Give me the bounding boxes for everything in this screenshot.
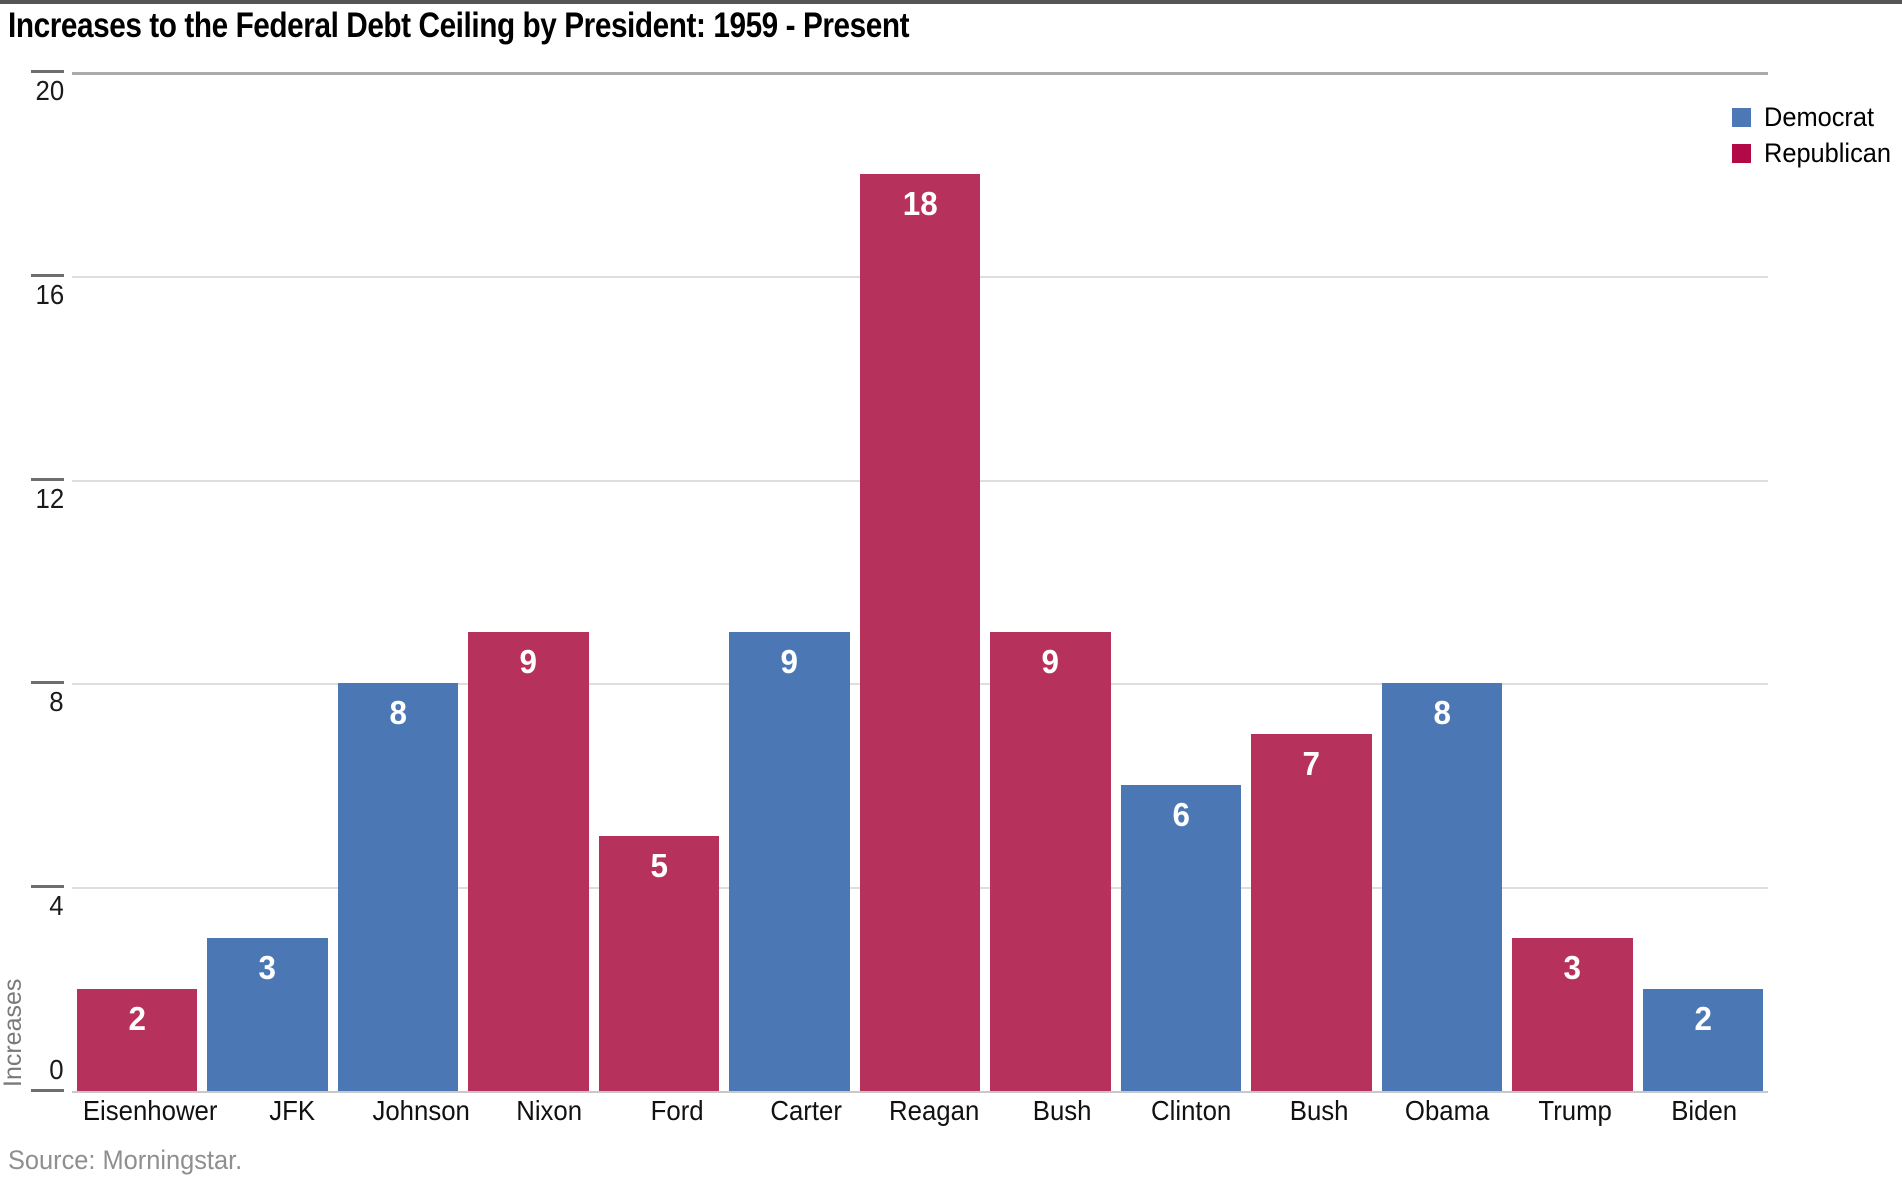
bar-value-label: 9 [780,643,799,681]
legend-swatch-democrat [1731,108,1751,127]
x-label-ford-4: Ford [650,1095,704,1126]
bar-value-label: 3 [1563,949,1582,987]
bar-value-label: 9 [1041,643,1060,681]
bar-reagan-6: 18 [859,173,981,1091]
bar-value-label: 8 [1433,694,1451,732]
y-tick-label: 0 [49,1054,64,1085]
bar-value-label: 2 [1694,1000,1712,1038]
x-label-nixon-3: Nixon [516,1095,583,1126]
x-label-trump-11: Trump [1538,1095,1613,1126]
legend-item-democrat: Democrat [1731,102,1899,132]
bar-eisenhower-0: 2 [77,989,198,1091]
y-tick-label: 4 [49,890,64,922]
chart-title: Increases to the Federal Debt Ceiling by… [8,6,910,45]
x-label-johnson-2: Johnson [372,1095,470,1126]
bar-value-label: 2 [128,1000,146,1038]
x-label-bush-9: Bush [1289,1095,1349,1126]
bar-value-label: 9 [519,643,538,681]
bar-value-label: 7 [1302,745,1321,783]
bar-ford-4: 5 [598,836,720,1091]
bar-johnson-2: 8 [337,683,459,1091]
bars-container: 2 3 8 9 5 9 18 9 6 7 8 3 2 [72,72,1768,1091]
gridline-20 [72,72,1768,75]
bar-bush-7: 9 [990,632,1111,1091]
y-tick-label: 20 [35,75,64,106]
bar-value-label: 5 [650,847,668,885]
x-axis: Eisenhower JFK Johnson Nixon Ford Carter Reaga… [72,1095,1768,1127]
x-label-biden-12: Biden [1670,1095,1737,1126]
legend-label: Republican [1763,138,1891,168]
bar-obama-10: 8 [1381,683,1503,1091]
y-tick-mark [31,885,64,889]
y-tick-mark [31,273,64,277]
bar-value-label: 18 [902,184,938,222]
bar-carter-5: 9 [729,632,850,1091]
y-tick-label: 16 [35,278,64,310]
bar-value-label: 8 [389,694,407,732]
y-tick-label: 12 [35,482,64,514]
bar-biden-12: 2 [1642,989,1764,1091]
x-label-carter-5: Carter [769,1095,842,1126]
y-axis-title: Increases [0,978,27,1087]
bar-clinton-8: 6 [1120,785,1242,1091]
x-label-obama-10: Obama [1405,1095,1490,1126]
y-tick-mark [31,70,64,73]
plot-area: 2 3 8 9 5 9 18 9 6 7 8 3 2 [72,72,1768,1093]
y-tick-label: 8 [49,686,64,718]
y-tick-mark [31,681,64,685]
bar-nixon-3: 9 [468,632,589,1091]
bar-value-label: 3 [258,949,277,987]
bar-jfk-1: 3 [207,938,328,1091]
legend: Democrat Republican [1731,102,1899,168]
top-rule [0,0,1902,4]
bar-bush-9: 7 [1251,734,1372,1091]
gridline-0 [72,1091,1768,1093]
legend-label: Democrat [1763,102,1874,132]
y-tick-mark [31,1089,64,1092]
x-label-clinton-8: Clinton [1150,1095,1231,1126]
bar-value-label: 6 [1172,796,1190,834]
y-tick-mark [31,477,64,481]
x-label-bush-7: Bush [1032,1095,1092,1126]
y-axis: 0 4 8 12 16 20 [0,70,72,1092]
x-label-eisenhower-0: Eisenhower [82,1095,218,1126]
bar-trump-11: 3 [1512,938,1633,1091]
source-note: Source: Morningstar. [8,1145,243,1175]
x-label-reagan-6: Reagan [888,1095,980,1126]
legend-item-republican: Republican [1731,138,1899,168]
legend-swatch-republican [1731,144,1751,163]
x-label-jfk-1: JFK [269,1095,316,1126]
